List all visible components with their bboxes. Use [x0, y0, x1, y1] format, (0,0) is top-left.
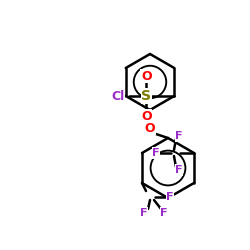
Text: F: F [160, 208, 168, 218]
Text: F: F [175, 131, 183, 141]
Text: O: O [141, 110, 152, 122]
Text: Cl: Cl [111, 90, 124, 102]
Text: S: S [141, 89, 151, 103]
Text: F: F [152, 148, 160, 158]
Text: F: F [166, 192, 174, 202]
Text: O: O [141, 70, 152, 82]
Text: F: F [175, 165, 183, 175]
Text: O: O [145, 122, 155, 134]
Text: F: F [140, 208, 148, 218]
